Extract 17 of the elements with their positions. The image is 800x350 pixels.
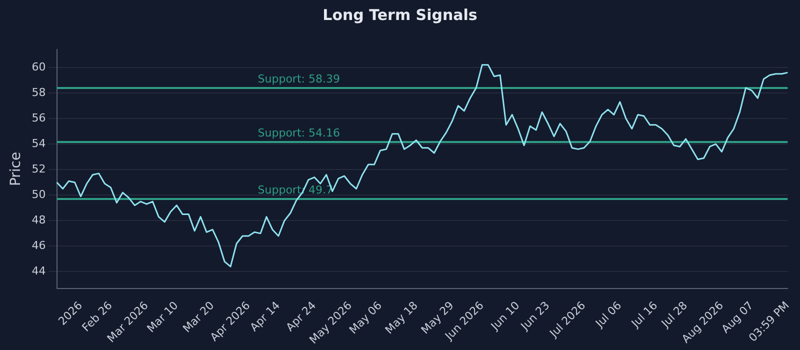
x-tick-label: Jul 06 <box>592 298 624 331</box>
x-tick-label: Jul 16 <box>628 298 660 331</box>
ref-line-label: Support: 58.39 <box>258 72 340 86</box>
ref-line-label: Support: 54.16 <box>258 126 340 140</box>
chart-title: Long Term Signals <box>322 6 478 24</box>
y-tick-label: 60 <box>32 60 46 74</box>
x-tick-label: Jul 28 <box>658 298 690 331</box>
y-tick-label: 54 <box>32 136 46 150</box>
y-tick-label: 52 <box>32 162 46 176</box>
x-tick-label: Apr 14 <box>248 298 283 334</box>
y-tick-label: 50 <box>32 188 46 201</box>
y-tick-label: 44 <box>32 264 46 278</box>
y-tick-label: 46 <box>32 239 46 252</box>
y-axis-title: Price <box>8 152 24 186</box>
y-tick-label: 48 <box>32 214 46 227</box>
y-tick-label: 56 <box>32 111 46 124</box>
y-tick-label: 58 <box>32 86 46 99</box>
